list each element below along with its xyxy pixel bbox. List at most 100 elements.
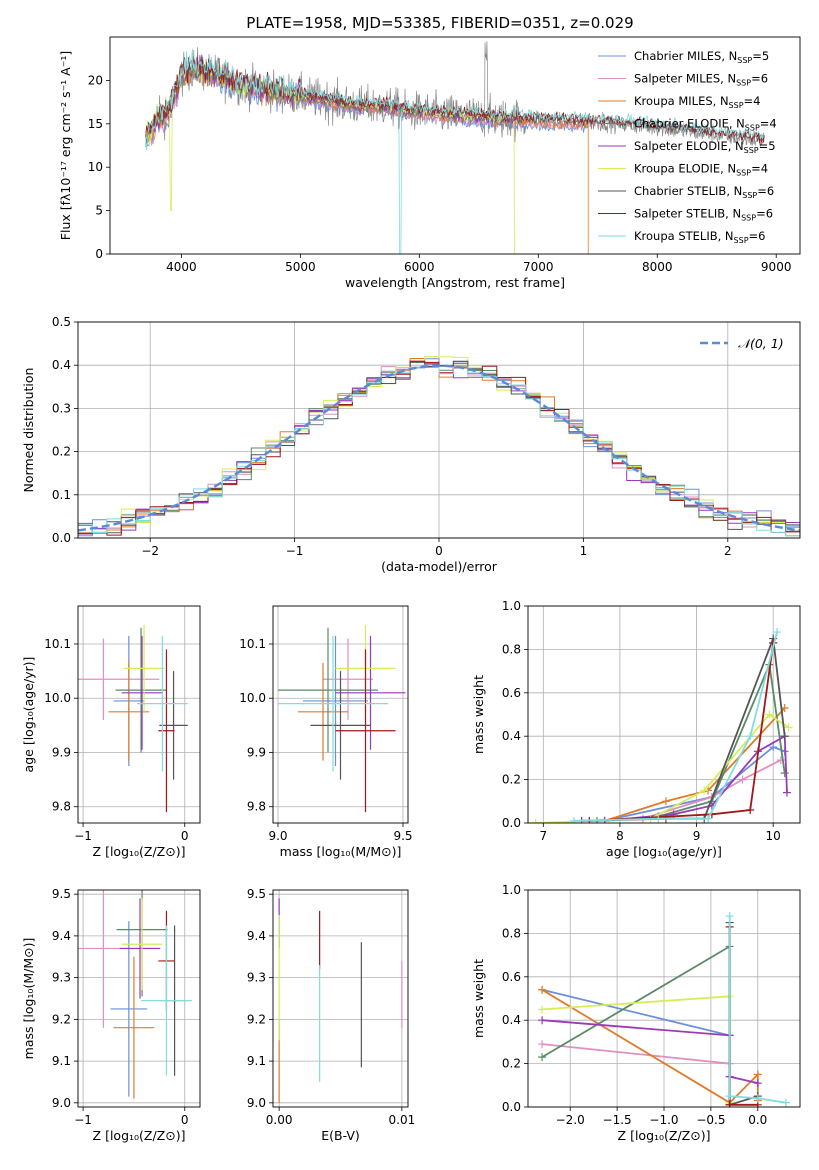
x-tick-label: −2.0 — [556, 1113, 585, 1127]
legend-entry-sub: SSP — [729, 101, 744, 110]
weight-point-marker — [725, 1092, 734, 1101]
y-tick-label: 10.0 — [44, 691, 71, 705]
error-bar-point — [119, 898, 161, 999]
y-tick-label: 10 — [88, 160, 103, 174]
weight-point-marker — [700, 786, 709, 795]
error-bar-point — [123, 624, 165, 712]
x-tick-label: 8000 — [642, 260, 673, 274]
plot-frame — [77, 321, 801, 539]
y-tick-label: 10.0 — [239, 691, 266, 705]
error-bar-point — [110, 921, 148, 1097]
model-spectrum-line-kroupa-stelib — [145, 48, 765, 254]
weight-point-marker — [780, 732, 789, 741]
legend-entry: 𝒩(0, 1) — [738, 336, 784, 351]
y-tick-label: 9.5 — [52, 887, 71, 901]
model-spectrum-line-kroupa-miles — [145, 59, 589, 254]
weight-point-marker — [753, 1070, 762, 1079]
weight-point-marker — [746, 732, 755, 741]
error-bar-point — [323, 638, 373, 720]
normal-curve — [78, 364, 800, 532]
weight-series-line — [581, 638, 786, 822]
x-tick-label: 8 — [616, 829, 624, 843]
observed-spectrum-line — [145, 41, 765, 148]
mass-vs-extinction-panel: 0.00 0.01 9.0 9.1 9.2 9.3 9.4 9.5 E(B-V) — [247, 887, 415, 1143]
y-tick-label: 0 — [95, 247, 103, 261]
x-tick-label: −1 — [286, 544, 304, 558]
error-bar-point — [121, 898, 163, 991]
legend-entry: Salpeter STELIB, NSSP=6 — [634, 207, 773, 223]
weight-point-marker — [569, 816, 578, 823]
x-tick-label: 9 — [693, 829, 701, 843]
x-tick-label: −1 — [74, 1113, 92, 1127]
x-axis-label: E(B-V) — [321, 1128, 360, 1143]
legend-entry-tail: =4 — [760, 117, 777, 131]
y-tick-label: 10.1 — [239, 637, 266, 651]
y-tick-label: 9.3 — [52, 971, 71, 985]
legend-entry-sub: SSP — [734, 236, 749, 245]
error-bar-point — [121, 635, 163, 750]
x-axis-label: mass [log₁₀(M/M⊙)] — [280, 844, 402, 859]
weight-point-marker — [753, 1094, 762, 1103]
weight-lines — [531, 628, 793, 823]
x-tick-label: 9000 — [761, 260, 792, 274]
y-tick-label: 0.5 — [52, 315, 71, 329]
x-tick-label: 6000 — [404, 260, 435, 274]
weight-point-marker — [538, 1005, 547, 1014]
y-tick-label: 9.0 — [247, 1096, 266, 1110]
y-tick-label: 0.8 — [502, 926, 521, 940]
spectrum-panel: 4000 5000 6000 7000 8000 9000 0 5 10 15 20 waveleng… — [58, 36, 801, 290]
x-tick-label: 0 — [181, 829, 189, 843]
weight-point-marker — [780, 769, 789, 778]
weight-point-marker — [769, 743, 778, 752]
y-tick-label: 1.0 — [502, 599, 521, 613]
legend-entry-base: Salpeter STELIB, N — [634, 207, 741, 221]
plot-frame — [527, 889, 801, 1108]
weight-point-marker — [725, 1100, 734, 1107]
legend-entry-sub: SSP — [745, 124, 760, 133]
y-tick-label: 0.6 — [502, 970, 521, 984]
error-bar-point — [108, 662, 150, 761]
y-tick-label: 0.0 — [52, 531, 71, 545]
weight-point-marker — [773, 628, 782, 637]
legend-entry-tail: =4 — [751, 162, 768, 176]
legend-entry: Chabrier STELIB, NSSP=6 — [634, 184, 774, 200]
x-tick-label: 1 — [580, 544, 588, 558]
weight-point-marker — [725, 912, 734, 921]
y-tick-label: 9.8 — [247, 800, 266, 814]
legend-entry-tail: =5 — [752, 49, 769, 63]
y-axis-label: mass weight — [471, 959, 486, 1038]
histogram-steps — [78, 356, 800, 537]
y-tick-label: 9.2 — [52, 1012, 71, 1026]
x-tick-label: −1.5 — [603, 1113, 632, 1127]
x-tick-label: −0.5 — [696, 1113, 725, 1127]
y-tick-label: 0.1 — [52, 488, 71, 502]
x-tick-label: 4000 — [166, 260, 197, 274]
y-tick-label: 9.4 — [52, 929, 71, 943]
legend-entry-base: Kroupa ELODIE, N — [634, 162, 736, 176]
x-tick-label: 7 — [540, 829, 548, 843]
y-tick-label: 9.9 — [247, 745, 266, 759]
weight-point-marker — [746, 805, 755, 814]
weight-point-marker — [538, 1016, 547, 1025]
y-tick-label: 1.0 — [502, 883, 521, 897]
y-tick-label: 0.8 — [502, 642, 521, 656]
legend-entry: Kroupa ELODIE, NSSP=4 — [634, 162, 768, 178]
weight-point-marker — [538, 1053, 547, 1062]
x-axis-label: Z [log₁₀(Z/Z⊙)] — [93, 844, 186, 859]
weight-series-line — [604, 745, 786, 822]
plot-frame — [109, 36, 801, 255]
weight-point-marker — [654, 814, 663, 823]
spectrum-lines — [145, 41, 765, 254]
weight-series-line — [604, 707, 786, 822]
y-tick-label: 0.0 — [502, 1100, 521, 1114]
x-axis-label: Z [log₁₀(Z/Z⊙)] — [93, 1128, 186, 1143]
legend-entry-base: Chabrier ELODIE, N — [634, 117, 745, 131]
weight-point-marker — [531, 819, 540, 823]
legend-entry-base: Kroupa STELIB, N — [634, 229, 734, 243]
y-tick-label: 10.1 — [44, 637, 71, 651]
legend-entry-sub: SSP — [741, 214, 756, 223]
residual-histogram-panel: −2 −1 0 1 2 0.0 0.1 0.2 0.3 0.4 0.5 (data-model)/er… — [21, 315, 801, 574]
error-bars — [278, 898, 403, 1103]
y-tick-label: 9.2 — [247, 1012, 266, 1026]
